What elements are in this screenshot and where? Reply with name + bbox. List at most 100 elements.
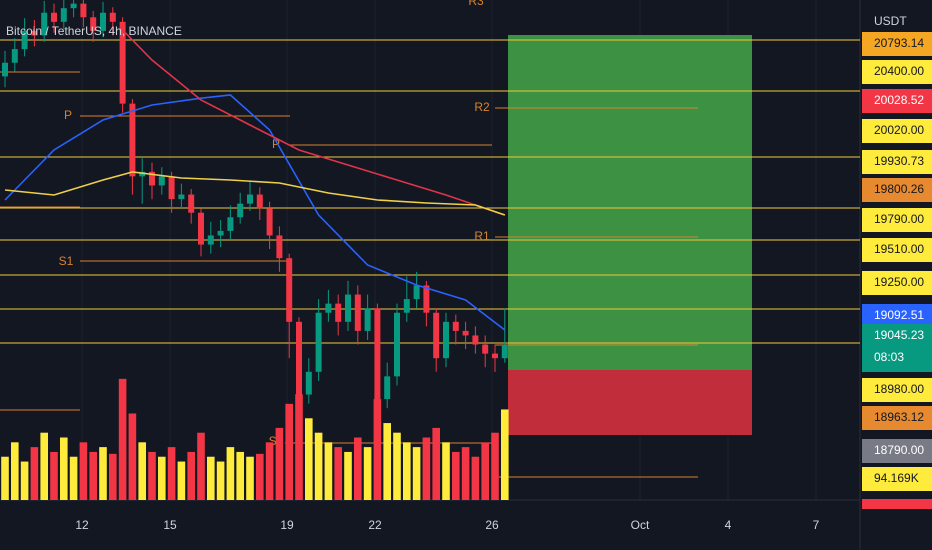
volume-bar: [275, 427, 284, 500]
x-tick-label: 7: [813, 518, 820, 532]
price-badge-label: 20020.00: [874, 123, 924, 137]
volume-bar: [491, 432, 499, 500]
candle-body: [129, 103, 136, 177]
volume-bar: [99, 447, 107, 500]
candle-body: [109, 12, 116, 22]
candle-body: [335, 303, 342, 322]
moving-average: [4, 171, 506, 216]
candle-body: [443, 321, 449, 359]
volume-bar: [109, 453, 117, 500]
price-badge: [862, 32, 932, 56]
candle-body: [100, 12, 106, 31]
candle-body: [227, 217, 234, 231]
volume-bar: [197, 432, 205, 500]
candle-body: [2, 62, 8, 77]
candle-body: [178, 194, 185, 200]
price-badge-label: 19092.51: [874, 308, 924, 322]
candle-body: [433, 312, 440, 359]
candle-body: [286, 258, 293, 322]
candle-body: [423, 285, 430, 313]
volume-bar: [432, 427, 440, 500]
volume-bar: [30, 447, 39, 500]
volume-bar: [207, 456, 215, 500]
volume-bar: [60, 437, 68, 500]
candle-body: [296, 321, 302, 395]
price-badge: [862, 89, 932, 113]
candle-body: [31, 30, 38, 36]
price-badge-label: 18790.00: [874, 443, 924, 457]
volume-bar: [158, 456, 166, 500]
price-badge: [862, 406, 932, 430]
candle-body: [119, 21, 126, 104]
volume-bar: [383, 423, 391, 500]
volume-bar: [393, 432, 401, 500]
candle-body: [217, 230, 224, 236]
candle-body: [158, 176, 165, 186]
price-badge: [862, 60, 932, 84]
volume-bar: [412, 447, 421, 500]
volume-bar: [442, 442, 450, 500]
candle-body: [501, 345, 508, 359]
price-badge-label: 20028.52: [874, 93, 924, 107]
volume-bar: [452, 451, 460, 500]
volume-bar: [344, 451, 352, 500]
price-badge-label: 20793.14: [874, 36, 924, 50]
volume-bar: [334, 447, 342, 500]
candle-body: [492, 353, 498, 359]
price-badge: [862, 439, 932, 463]
volume-bar: [314, 432, 323, 500]
volume-bar: [354, 437, 362, 500]
volume-bar: [246, 456, 254, 500]
volume-bar: [236, 451, 244, 500]
x-tick-label: 15: [163, 518, 177, 532]
volume-bar: [403, 442, 411, 500]
candle-body: [21, 30, 28, 50]
price-badge-sub: 08:03: [874, 350, 904, 364]
candle-body: [384, 376, 391, 400]
volume-bar: [11, 442, 19, 500]
volume-bar: [216, 461, 225, 500]
pivot-label: P: [64, 108, 72, 122]
volume-bar: [138, 442, 146, 500]
candle-body: [413, 285, 420, 300]
price-badge: [862, 238, 932, 262]
candle-body: [266, 208, 273, 236]
pivot-label: R3: [468, 0, 484, 8]
price-badge-label: 19510.00: [874, 242, 924, 256]
price-badge: [862, 324, 932, 372]
candle-body: [237, 203, 244, 218]
volume-bar: [481, 442, 489, 500]
volume-bar: [461, 447, 470, 500]
candle-body: [168, 176, 175, 200]
candle-body: [364, 308, 371, 331]
price-badge: [862, 378, 932, 402]
volume-bar: [501, 409, 509, 500]
moving-average: [4, 94, 506, 331]
candle-body: [41, 12, 48, 36]
volume-bar: [167, 447, 176, 500]
x-tick-label: 22: [368, 518, 382, 532]
candle-body: [305, 371, 312, 395]
price-badge: [862, 467, 932, 491]
x-tick-label: 26: [485, 518, 499, 532]
candle-body: [276, 235, 283, 259]
volume-bar: [471, 456, 480, 500]
candle-body: [149, 171, 155, 186]
volume-bar: [118, 378, 127, 500]
volume-bar: [373, 399, 382, 500]
axis-unit: USDT: [874, 14, 907, 28]
moving-average: [122, 29, 506, 216]
volume-bar: [177, 461, 186, 500]
volume-bar: [128, 413, 137, 500]
candle-body: [207, 235, 214, 245]
volume-bar: [285, 403, 293, 500]
volume-bar: [20, 461, 29, 500]
candle-body: [247, 194, 253, 204]
candle-body: [315, 312, 322, 372]
price-badge-label: 94.169K: [874, 471, 919, 485]
candle-body: [198, 212, 204, 245]
x-tick-label: 19: [280, 518, 294, 532]
volume-bar: [265, 442, 274, 500]
volume-bar: [40, 432, 48, 500]
price-badge-label: 19250.00: [874, 275, 924, 289]
